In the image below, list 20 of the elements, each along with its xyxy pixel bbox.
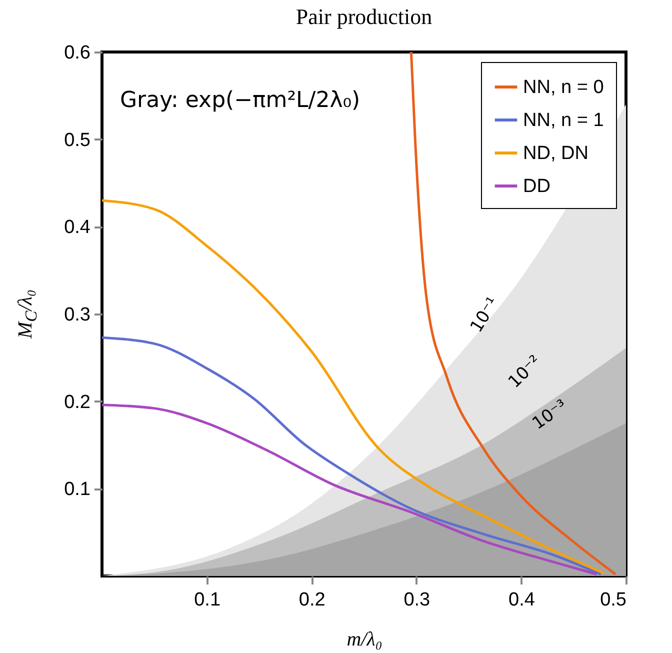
chart-title: Pair production <box>296 4 432 29</box>
x-tick-label: 0.3 <box>404 590 430 610</box>
y-tick-label: 0.5 <box>64 130 90 151</box>
y-tick-label: 0.6 <box>64 42 90 64</box>
x-tick-label: 0.2 <box>298 590 326 610</box>
legend-label: ND, DN <box>523 143 588 164</box>
x-tick-label: 0.5 <box>600 590 626 610</box>
x-axis-title: m/λ₀ <box>346 628 382 650</box>
annotation: Gray: exp(−πm²L/2λ₀) <box>120 88 360 113</box>
legend-label: NN, n = 0 <box>523 77 604 98</box>
legend-label: DD <box>523 176 550 197</box>
line-series <box>410 52 617 576</box>
line-series <box>102 199 606 575</box>
x-tick-label: 0.1 <box>194 590 221 610</box>
y-tick-label: 0.4 <box>64 217 91 238</box>
y-tick-label: 0.1 <box>64 479 90 500</box>
legend-label: NN, n = 1 <box>523 110 604 131</box>
x-tick-label: 0.4 <box>508 590 536 610</box>
y-tick-label: 0.3 <box>64 304 90 326</box>
y-tick-label: 0.2 <box>64 392 90 413</box>
